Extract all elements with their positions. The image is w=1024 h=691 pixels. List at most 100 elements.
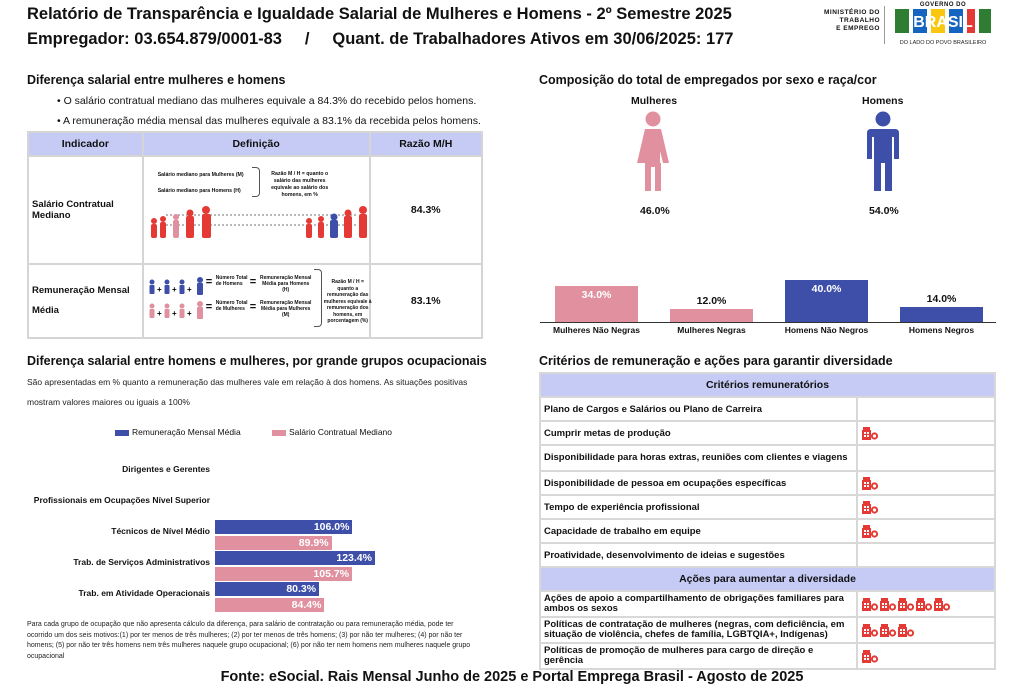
criteria-icons [856, 494, 996, 520]
svg-text:+: + [187, 309, 192, 318]
woman-icon [637, 111, 669, 191]
comp-category-label: Homens Não Negros [784, 325, 869, 335]
occ-bar [215, 598, 325, 612]
table-row: Plano de Cargos e Salários ou Plano de C… [539, 396, 996, 422]
svg-text:+: + [187, 285, 192, 294]
table-row: Ações de apoio a compartilhamento de obr… [539, 590, 996, 618]
criteria-label: Cumprir metas de produção [539, 420, 858, 446]
comp-category-label: Mulheres Não Negras [553, 325, 640, 335]
occ-bar [215, 582, 320, 596]
people-sum-icon: + + + + + + [149, 277, 203, 319]
bullet-contractual: • O salário contratual mediano das mulhe… [57, 95, 477, 107]
comp-bar [900, 307, 983, 322]
criteria-icons [856, 590, 996, 618]
report-title: Relatório de Transparência e Igualdade S… [27, 5, 732, 23]
criteria-label: Disponibilidade para horas extras, reuni… [539, 444, 858, 472]
company-icon [898, 624, 915, 637]
indicator-cell: Salário Contratual Mediano [27, 155, 144, 265]
occupational-title: Diferença salarial entre homens e mulher… [27, 354, 487, 368]
occupational-note: Para cada grupo de ocupação que não apre… [27, 621, 471, 660]
comp-bar [785, 280, 868, 322]
occ-bar [215, 567, 353, 581]
occ-category-label: Trab. em Atividade Operacionais [78, 588, 210, 598]
table-row: Proatividade, desenvolvimento de ideias … [539, 542, 996, 568]
criteria-icons [856, 642, 996, 670]
occ-bar [215, 536, 332, 550]
col-definition: Definição [141, 131, 371, 157]
table-row: Políticas de contratação de mulheres (ne… [539, 616, 996, 644]
col-ratio: Razão M/H [368, 131, 484, 157]
occ-category-label: Profissionais em Ocupações Nível Superio… [33, 495, 210, 505]
people-comparison-icon [150, 206, 367, 238]
company-icon [862, 477, 879, 490]
legend-salary: Salário Contratual Mediano [272, 427, 392, 437]
source-footer: Fonte: eSocial. Rais Mensal Junho de 202… [220, 669, 804, 685]
occupational-desc-2: mostram valores maiores ou iguais a 100% [27, 397, 190, 407]
definition-cell: Salário mediano para Mulheres (M) Salári… [141, 155, 371, 265]
indicator-table: Indicador Definição Razão M/H Salário Co… [27, 131, 484, 339]
svg-text:+: + [172, 309, 177, 318]
occ-bar [215, 520, 353, 534]
comp-category-label: Mulheres Negras [677, 325, 746, 335]
occ-bar-label: 106.0% [313, 521, 350, 533]
salary-diff-title: Diferença salarial entre mulheres e home… [27, 73, 286, 87]
indicator-cell: Remuneração Mensal Média [27, 263, 144, 339]
occ-bar-label: 80.3% [286, 583, 317, 595]
criteria-section-head: Ações para aumentar a diversidade [539, 566, 996, 592]
svg-text:+: + [157, 309, 162, 318]
composition-title: Composição do total de empregados por se… [539, 73, 877, 87]
criteria-icons [856, 444, 996, 472]
ratio-cell: 84.3% [368, 155, 484, 265]
company-icon [898, 598, 915, 611]
company-icon [880, 598, 897, 611]
comp-axis [540, 322, 996, 323]
company-icon [862, 624, 879, 637]
ministry-logo: MINISTÉRIO DO TRABALHO E EMPREGO [824, 9, 880, 32]
occ-bar-label: 123.4% [336, 552, 372, 564]
criteria-label: Políticas de contratação de mulheres (ne… [539, 616, 858, 644]
criteria-icons [856, 470, 996, 496]
employer-info: Empregador: 03.654.879/0001-83 / Quant. … [27, 30, 734, 48]
criteria-section-head: Critérios remuneratórios [539, 372, 996, 398]
occ-category-label: Dirigentes e Gerentes [122, 464, 210, 474]
legend-remuneration: Remuneração Mensal Média [115, 427, 241, 437]
table-row: Políticas de promoção de mulheres para c… [539, 642, 996, 670]
brasil-wordmark-icon: BRASIL [895, 9, 991, 33]
criteria-table: Critérios remuneratórios Plano de Cargos … [539, 372, 996, 670]
comp-bar-label: 40.0% [811, 283, 842, 295]
table-row: Disponibilidade de pessoa em ocupações e… [539, 470, 996, 496]
comp-bar-label: 12.0% [696, 295, 727, 308]
company-icon [916, 598, 933, 611]
criteria-label: Proatividade, desenvolvimento de ideias … [539, 542, 858, 568]
definition-cell: + + + + + + = = Número Total de Homens Númer… [141, 263, 372, 339]
criteria-icons [856, 542, 996, 568]
women-label: Mulheres [631, 95, 678, 107]
comp-bar [555, 286, 638, 322]
svg-text:BRASIL: BRASIL [913, 14, 973, 31]
svg-text:+: + [172, 285, 177, 294]
company-icon [862, 598, 879, 611]
comp-category-label: Homens Negros [908, 325, 975, 335]
criteria-title: Critérios de remuneração e ações para ga… [539, 354, 893, 368]
table-row: Remuneração Mensal Média + + + [27, 263, 484, 339]
table-row: Capacidade de trabalho em equipe [539, 518, 996, 544]
occ-bar-label: 105.7% [313, 568, 350, 580]
table-row: Tempo de experiência profissional [539, 494, 996, 520]
occ-bar-label: 84.4% [291, 599, 322, 611]
occupational-desc-1: São apresentadas em % quanto a remuneraç… [27, 377, 468, 387]
occ-category-label: Trab. de Serviços Administrativos [73, 557, 210, 567]
criteria-label: Capacidade de trabalho em equipe [539, 518, 858, 544]
table-row: Salário Contratual Mediano Salário media… [27, 155, 484, 265]
bullet-remuneration: • A remuneração média mensal das mulhere… [57, 115, 481, 127]
criteria-label: Disponibilidade de pessoa em ocupações e… [539, 470, 858, 496]
women-pct: 46.0% [640, 205, 670, 217]
col-indicator: Indicador [27, 131, 144, 157]
occ-category-label: Técnicos de Nível Médio [111, 526, 210, 536]
company-icon [862, 427, 879, 440]
company-icon [862, 650, 879, 663]
men-pct: 54.0% [869, 205, 899, 217]
criteria-icons [856, 396, 996, 422]
gov-brasil-logo: GOVERNO DO BRASIL DO LADO DO POVO BRASIL… [893, 2, 993, 48]
criteria-label: Políticas de promoção de mulheres para c… [539, 642, 858, 670]
criteria-icons [856, 518, 996, 544]
